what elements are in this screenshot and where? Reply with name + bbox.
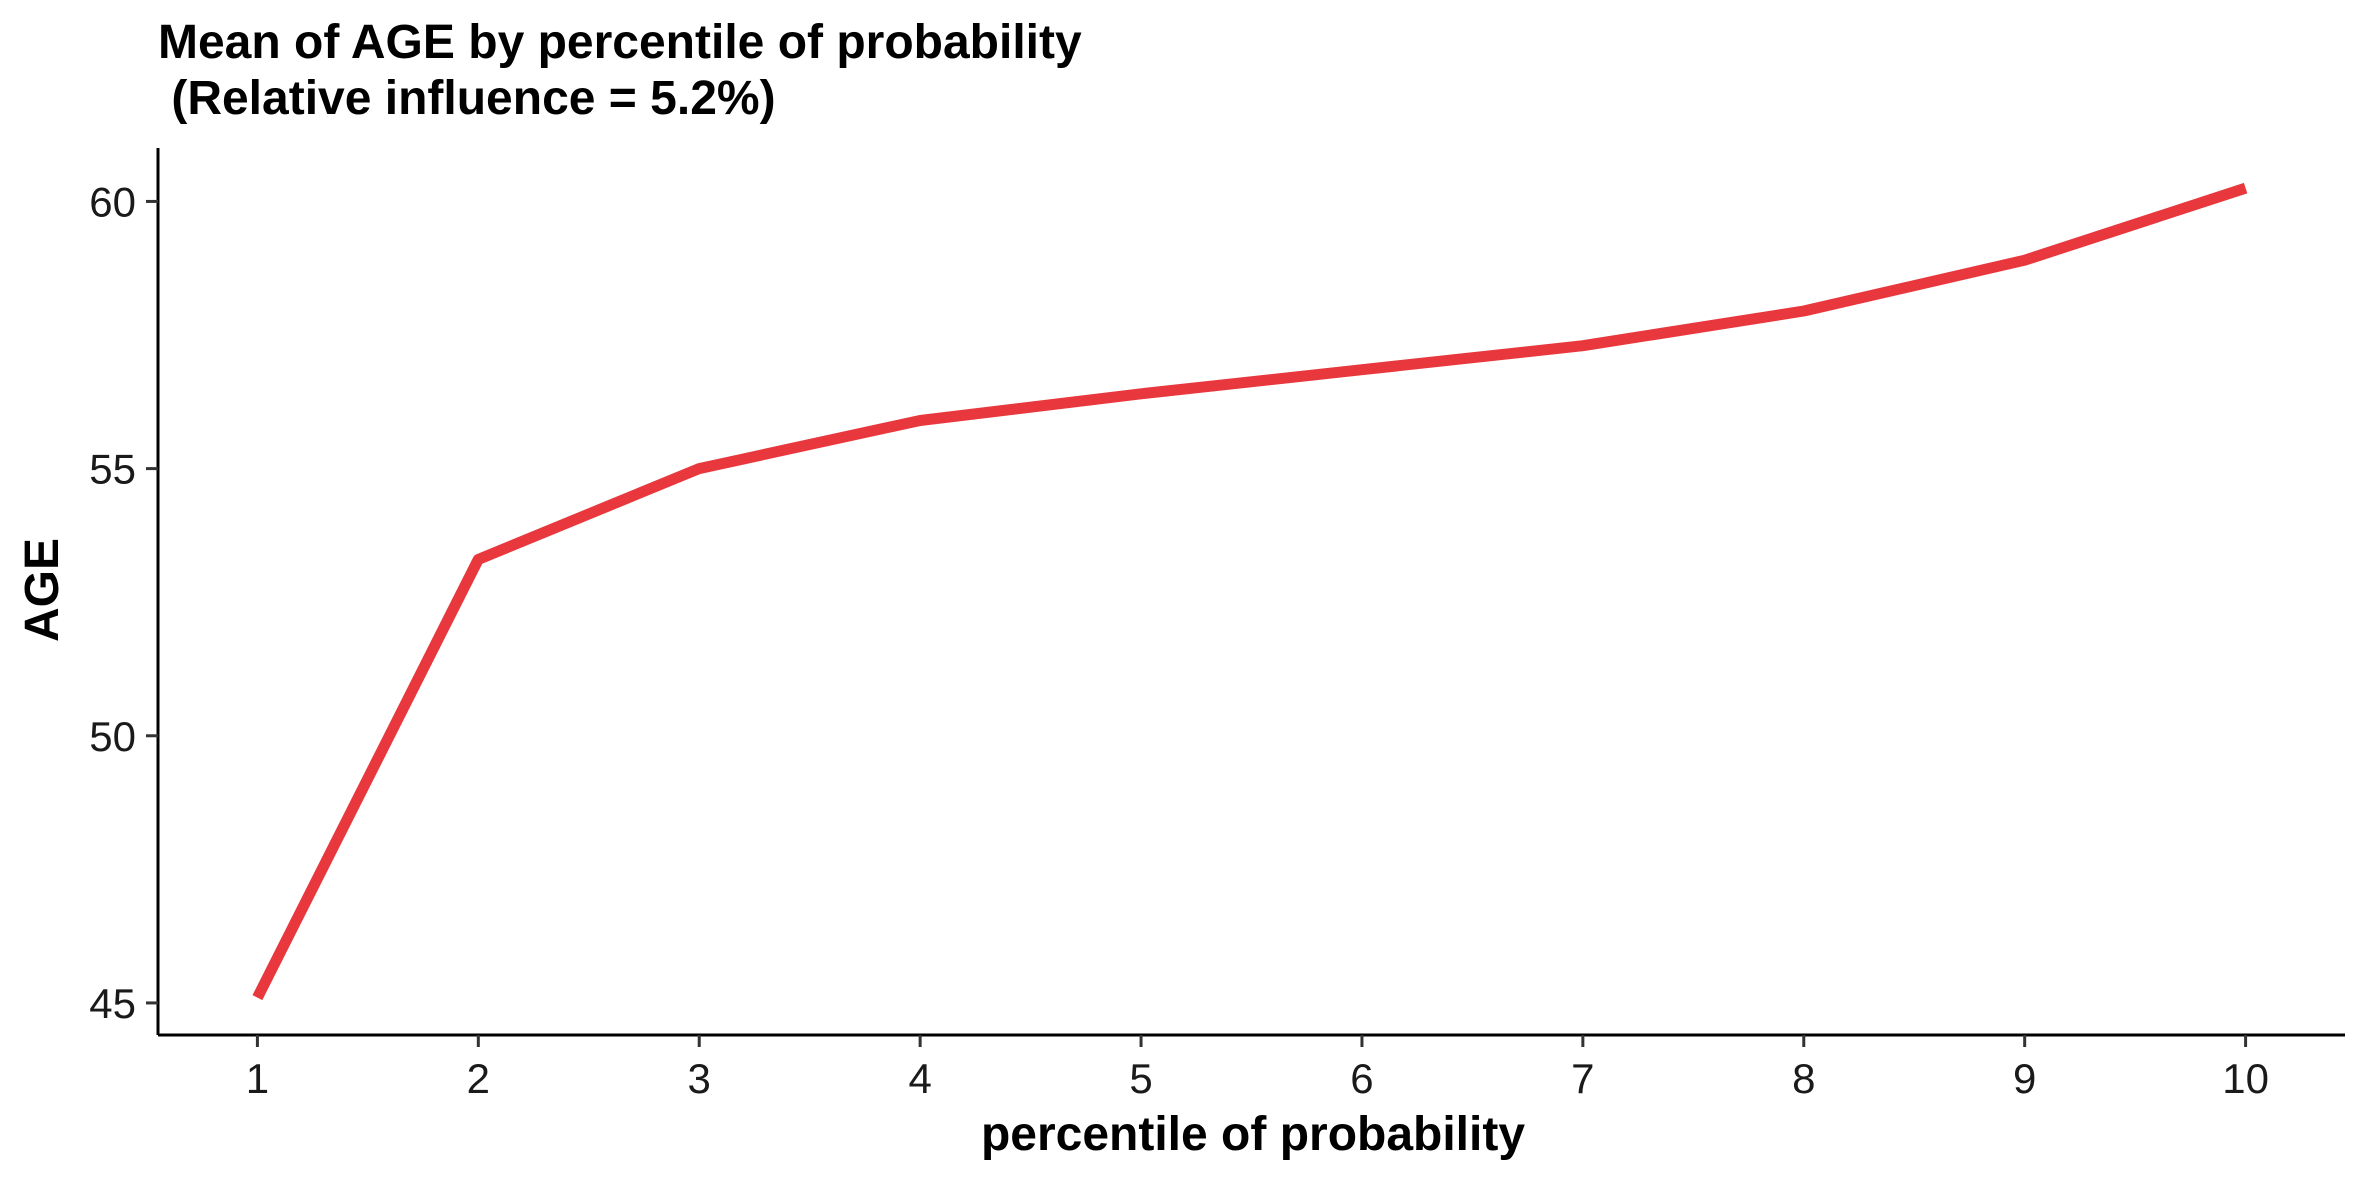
y-tick-label: 50	[89, 713, 136, 760]
x-tick-label: 8	[1792, 1055, 1815, 1102]
series-layer	[257, 188, 2245, 998]
x-tick-label: 7	[1571, 1055, 1594, 1102]
chart-title-line1: Mean of AGE by percentile of probability	[158, 16, 1082, 69]
y-tick-label: 45	[89, 980, 136, 1027]
series-line-0	[257, 188, 2245, 998]
x-tick-label: 4	[908, 1055, 931, 1102]
y-tick-label: 60	[89, 178, 136, 225]
x-tick-label: 5	[1129, 1055, 1152, 1102]
y-tick-label: 55	[89, 446, 136, 493]
x-tick-label: 3	[688, 1055, 711, 1102]
x-tick-label: 6	[1350, 1055, 1373, 1102]
y-axis-title: AGE	[16, 538, 69, 642]
x-axis-title: percentile of probability	[981, 1108, 1525, 1161]
x-tick-label: 1	[246, 1055, 269, 1102]
x-tick-label: 9	[2013, 1055, 2036, 1102]
x-tick-label: 10	[2222, 1055, 2269, 1102]
y-axis: 45 50 55 60	[89, 148, 158, 1035]
chart-title-line2: (Relative influence = 5.2%)	[158, 72, 776, 125]
x-axis: 1 2 3 4 5 6 7 8 9 10	[158, 1035, 2345, 1102]
x-tick-label: 2	[467, 1055, 490, 1102]
